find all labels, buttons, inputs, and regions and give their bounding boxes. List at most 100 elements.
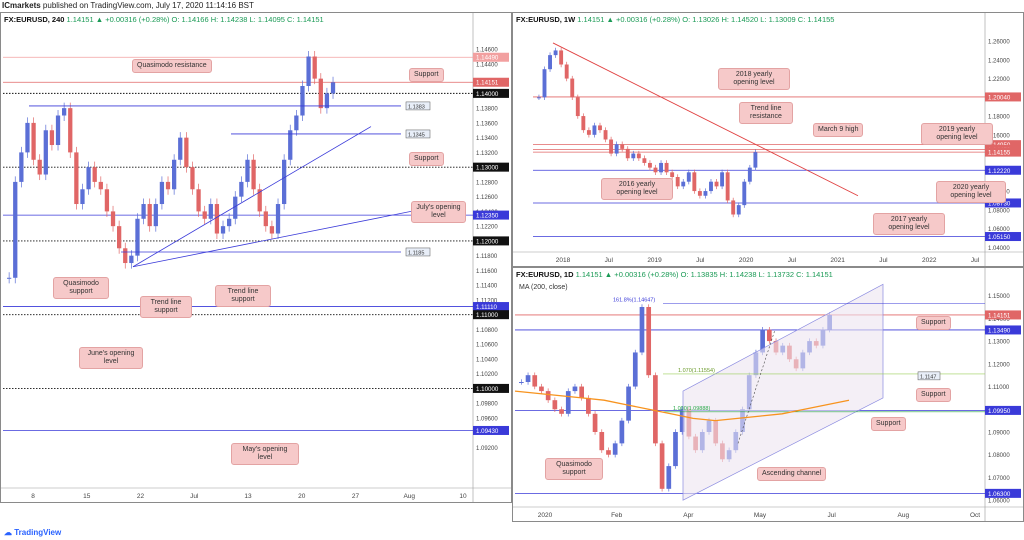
- y-tick-label: 1.14600: [476, 48, 498, 54]
- br-symbol[interactable]: FX:EURUSD, 1D: [516, 270, 574, 279]
- tr-symbol[interactable]: FX:EURUSD, 1W: [516, 15, 576, 24]
- candle-body: [666, 466, 672, 489]
- y-tick-label: 1.11200: [476, 298, 498, 304]
- candle-body: [653, 375, 658, 444]
- note-trend-resistance: Trend line resistance: [739, 102, 793, 124]
- candle-body: [736, 205, 741, 215]
- candle-body: [31, 122, 36, 160]
- candle-body: [620, 144, 625, 149]
- y-tick-label: 1.13200: [476, 151, 498, 157]
- note-2017-opening: 2017 yearly opening level: [873, 213, 945, 235]
- price-tag-bg: [985, 92, 1021, 102]
- candle-body: [614, 144, 619, 154]
- tradingview-logo[interactable]: ☁ TradingView: [4, 528, 61, 537]
- level-box: [405, 101, 431, 111]
- panel-eurusd-4h[interactable]: FX:EURUSD, 240 1.14151 ▲ +0.00316 (+0.28…: [0, 12, 512, 503]
- candle-body: [673, 432, 678, 467]
- note-quasimodo-resistance: Quasimodo resistance: [132, 59, 212, 73]
- x-tick-label: Jul: [971, 257, 980, 264]
- x-tick-label: 27: [352, 493, 360, 500]
- price-tag-label: 1.11000: [476, 312, 498, 319]
- y-tick-label: 1.10600: [476, 343, 498, 349]
- left-panel-title: FX:EURUSD, 240 1.14151 ▲ +0.00316 (+0.28…: [4, 15, 324, 24]
- note-july-opening: July's opening level: [411, 201, 466, 223]
- publisher-header: ICmarkets published on TradingView.com, …: [2, 1, 254, 10]
- x-tick-label: Apr: [683, 512, 694, 519]
- y-tick-label: 1.13400: [476, 136, 498, 142]
- candle-body: [559, 50, 564, 65]
- note-quasimodo-support: Quasimodo support: [53, 277, 109, 299]
- note-support-top: Support: [409, 68, 444, 82]
- candle-body: [123, 248, 128, 264]
- publisher-name[interactable]: ICmarkets: [2, 1, 41, 10]
- y-tick-label: 1.04000: [988, 246, 1010, 252]
- price-tag-label: 1.12000: [476, 238, 499, 245]
- x-tick-label: Jul: [879, 257, 888, 264]
- candle-body: [25, 122, 30, 153]
- price-tag-bg: [473, 88, 509, 98]
- y-tick-label: 1.06000: [988, 499, 1010, 505]
- candle-body: [539, 386, 544, 392]
- left-chart-canvas[interactable]: 1.14600 1.14400 1.13800 1.13600 1.13400 1.132…: [1, 13, 511, 502]
- candle-body: [664, 162, 669, 173]
- tr-ohlc: 1.14151 ▲ +0.00316 (+0.28%) O: 1.13026 H…: [577, 15, 835, 24]
- candle-body: [714, 181, 719, 187]
- ma-indicator-label[interactable]: MA (200, close): [519, 284, 568, 291]
- price-tag-bg: [473, 236, 509, 246]
- candle-body: [564, 64, 569, 79]
- x-tick-label: Jul: [788, 257, 797, 264]
- candle-body: [679, 409, 685, 432]
- candle-body: [263, 211, 268, 227]
- candle-body: [43, 130, 48, 175]
- level-box-label: 1.1383: [408, 104, 425, 110]
- price-tag-bg: [985, 310, 1021, 320]
- candle-body: [586, 130, 591, 135]
- price-tag-bg: [473, 310, 509, 320]
- candle-body: [532, 375, 538, 387]
- price-tag-label: 1.13490: [988, 327, 1011, 334]
- y-tick-label: 1.09800: [476, 402, 498, 408]
- price-tag-bg: [985, 147, 1021, 157]
- price-tag-label: 1.12350: [476, 213, 499, 220]
- candle-body: [245, 159, 250, 182]
- candle-body: [62, 108, 67, 116]
- candle-body: [659, 162, 663, 173]
- tr-chart-canvas[interactable]: 1.260001.240001.220001.180001.160001.100…: [513, 13, 1023, 266]
- candle-body: [703, 191, 708, 196]
- note-may-opening: May's opening level: [231, 443, 299, 465]
- y-tick-label: 1.24000: [988, 58, 1010, 64]
- panel-eurusd-daily[interactable]: FX:EURUSD, 1D 1.14151 ▲ +0.00316 (+0.28%…: [512, 267, 1024, 522]
- note-2016-opening: 2016 yearly opening level: [601, 178, 673, 200]
- candle-body: [147, 204, 152, 227]
- candle-body: [572, 386, 578, 392]
- price-tag-bg: [985, 488, 1021, 498]
- note-ascending-channel: Ascending channel: [757, 467, 827, 481]
- y-tick-label: 1.26000: [988, 40, 1010, 46]
- candle-body: [275, 204, 281, 234]
- candle-body: [80, 189, 85, 205]
- tradingview-logo-text: TradingView: [14, 528, 62, 537]
- candle-body: [196, 189, 201, 212]
- br-chart-canvas[interactable]: 1.150001.140001.130001.120001.110001.100…: [513, 268, 1023, 521]
- candle-body: [709, 181, 713, 192]
- left-symbol[interactable]: FX:EURUSD, 240: [4, 15, 65, 24]
- panel-eurusd-weekly[interactable]: FX:EURUSD, 1W 1.14151 ▲ +0.00316 (+0.28%…: [512, 12, 1024, 267]
- candle-body: [586, 397, 591, 414]
- candle-body: [609, 139, 614, 154]
- x-tick-label: May: [754, 512, 767, 519]
- y-tick-label: 1.09000: [988, 431, 1010, 437]
- candle-body: [552, 400, 558, 410]
- candle-body: [324, 93, 330, 109]
- candle-body: [636, 153, 641, 159]
- y-tick-label: 1.11000: [988, 385, 1010, 391]
- candle-body: [129, 255, 134, 264]
- note-support-low: Support: [871, 417, 906, 431]
- x-tick-label: 10: [459, 493, 467, 500]
- candle-body: [214, 204, 220, 234]
- candle-body: [592, 413, 598, 432]
- br-panel-title: FX:EURUSD, 1D 1.14151 ▲ +0.00316 (+0.28%…: [516, 270, 833, 279]
- candle-body: [525, 375, 531, 382]
- candle-body: [318, 78, 323, 109]
- candle-body: [37, 159, 42, 175]
- note-support-mid: Support: [409, 152, 444, 166]
